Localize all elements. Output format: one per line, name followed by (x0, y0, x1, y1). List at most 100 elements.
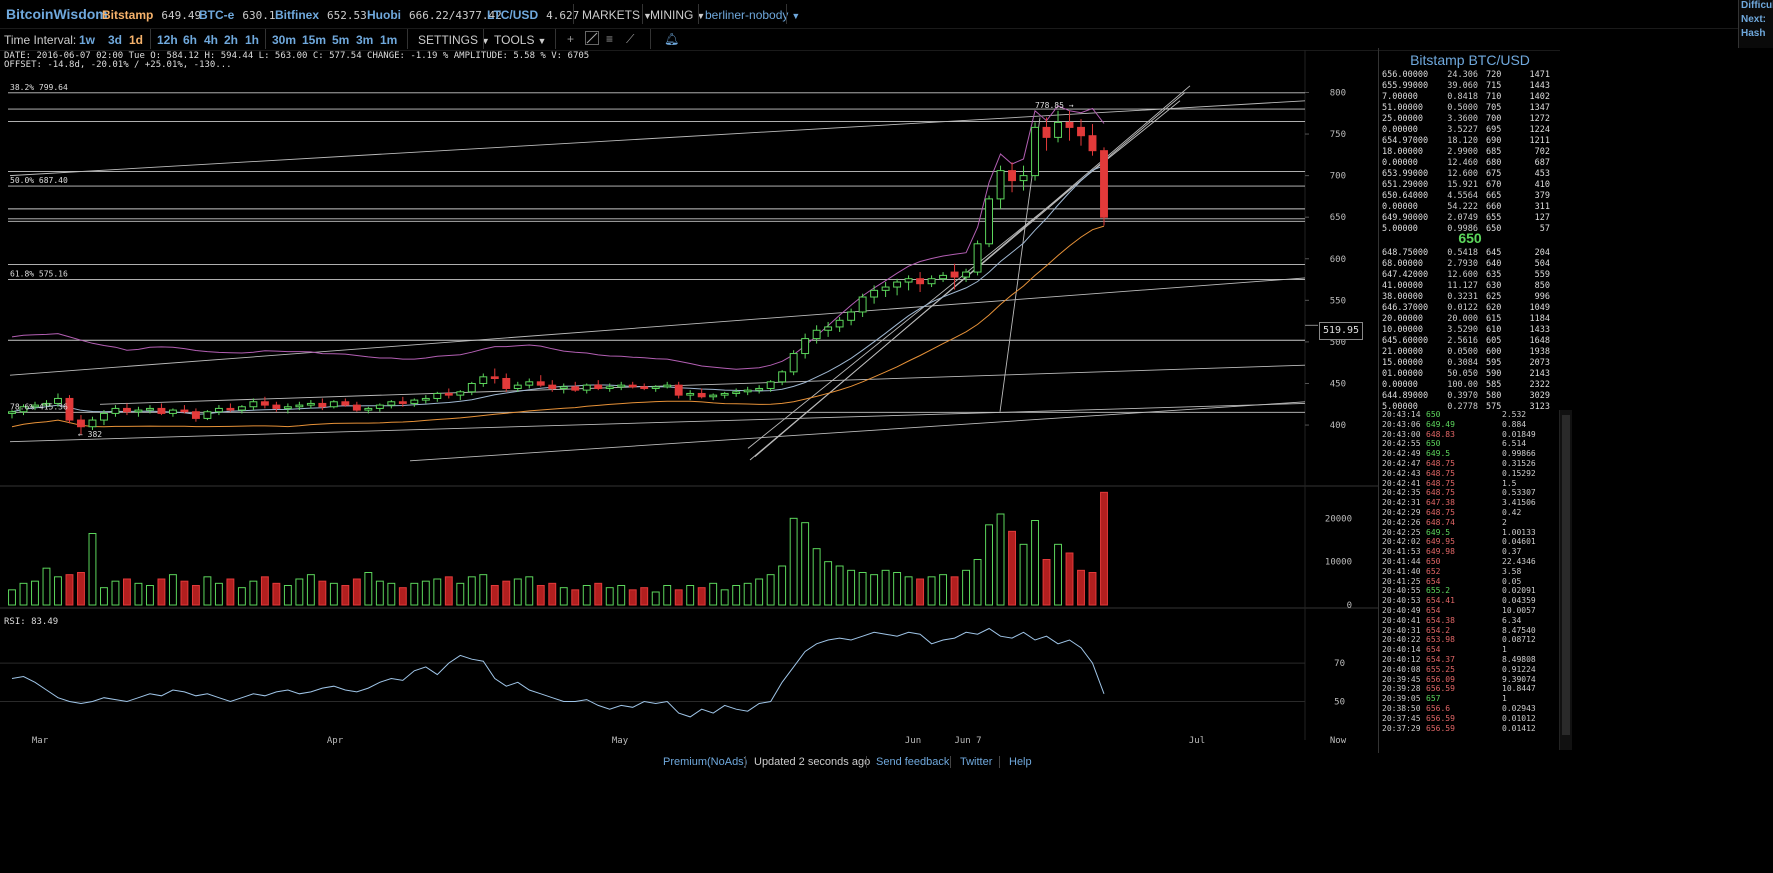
trade-amount: 6.514 (1502, 439, 1527, 449)
trade-amount: 0.02943 (1502, 703, 1536, 713)
update-status: Updated 2 seconds ago (754, 756, 871, 768)
trade-price: 648.75 (1426, 468, 1455, 478)
trade-amount: 8.49808 (1502, 654, 1536, 664)
interval-2h[interactable]: 2h (224, 33, 239, 47)
ask-cell: 410 (1534, 180, 1550, 190)
interval-1d[interactable]: 1d (129, 33, 144, 47)
alert-bell-icon[interactable]: 🔔︎ (664, 32, 680, 46)
candle-body (352, 404, 361, 411)
bid-cell: 2322 (1529, 380, 1550, 390)
ask-cell: 379 (1534, 191, 1550, 201)
interval-6h[interactable]: 6h (183, 33, 198, 47)
ask-cell: 127 (1534, 213, 1550, 223)
volume-bar (582, 585, 591, 606)
trade-amount: 0.91224 (1502, 664, 1536, 674)
interval-1w[interactable]: 1w (79, 33, 96, 47)
trade-row: 20:40:22 653.98 0.08712 (1382, 635, 1558, 645)
candle-body (548, 384, 557, 389)
send-feedback-link[interactable]: Send feedback (876, 756, 950, 768)
ticker-bitstamp[interactable]: Bitstamp 649.49 (102, 8, 201, 22)
bid-row: 644.89000 0.3970 580 3029 (1382, 391, 1558, 402)
trade-amount: 3.41506 (1502, 498, 1536, 508)
trade-amount: 2.532 (1502, 410, 1527, 419)
candle-body (1031, 126, 1039, 177)
bid-cell: 640 (1486, 259, 1502, 269)
ticker-huobi[interactable]: Huobi 666.22/4377.42 (367, 8, 502, 22)
trade-price: 657 (1426, 694, 1441, 704)
trades-scrollbar[interactable] (1559, 410, 1572, 750)
markets-menu[interactable]: MARKETS ▼ (582, 8, 652, 22)
interval-3d[interactable]: 3d (108, 33, 123, 47)
volume-bar (467, 576, 476, 606)
interval-30m[interactable]: 30m (272, 33, 297, 47)
tools-menu[interactable]: TOOLS ▼ (494, 33, 546, 47)
volume-bar (628, 589, 637, 606)
candle-body (145, 407, 154, 411)
volume-bar (651, 591, 660, 606)
volume-bar (283, 585, 292, 606)
interval-15m[interactable]: 15m (302, 33, 327, 47)
ticker-btce[interactable]: BTC-e 630.1 (199, 8, 275, 22)
candle-body (1042, 126, 1051, 138)
ask-cell: 695 (1486, 125, 1502, 135)
divider (650, 29, 651, 49)
bid-cell: 10.00000 (1382, 325, 1423, 335)
bid-cell: 12.600 (1447, 270, 1478, 280)
volume-bar (341, 585, 350, 606)
volume-bar (985, 524, 994, 606)
ask-cell: 690 (1486, 136, 1502, 146)
ticker-name: Bitstamp (102, 8, 154, 22)
orderbook: 656.00000 24.306 720 1471 655.99000 39.060 715… (1382, 70, 1558, 235)
orderbook-title: Bitstamp BTC/USD (1410, 52, 1530, 68)
crosshair-icon[interactable]: + (567, 32, 575, 46)
user-menu[interactable]: berliner-nobody ▼ (705, 8, 800, 22)
interval-1m[interactable]: 1m (380, 33, 398, 47)
trade-amount: 0.99866 (1502, 449, 1536, 459)
fib-tool-icon[interactable]: ⟋ (626, 32, 635, 46)
candle-body (249, 401, 258, 408)
ask-cell: 24.306 (1447, 70, 1478, 80)
volume-bar (617, 585, 626, 606)
scrollbar-thumb[interactable] (1562, 415, 1570, 735)
interval-5m[interactable]: 5m (332, 33, 350, 47)
line-tool-icon[interactable] (585, 31, 599, 45)
trade-price: 654.37 (1426, 654, 1455, 664)
ask-row: 651.29000 15.921 670 410 (1382, 180, 1558, 191)
bid-cell: 590 (1486, 369, 1502, 379)
ticker-ltcusd[interactable]: LTC/USD 4.627 (487, 8, 579, 22)
twitter-link[interactable]: Twitter (960, 756, 993, 768)
trade-time: 20:42:02 (1382, 537, 1421, 547)
trade-row: 20:40:12 654.37 8.49808 (1382, 655, 1558, 665)
horizontal-lines-icon[interactable]: ≡ (606, 32, 614, 46)
ask-row: 7.00000 0.8418 710 1402 (1382, 92, 1558, 103)
interval-1h[interactable]: 1h (245, 33, 260, 47)
bid-cell: 3123 (1529, 402, 1550, 412)
ticker-bitfinex[interactable]: Bitfinex 652.53 (275, 8, 367, 22)
help-link[interactable]: Help (1009, 756, 1032, 768)
bid-cell: 504 (1534, 259, 1550, 269)
bid-cell: 1184 (1529, 314, 1550, 324)
candle-body (640, 386, 649, 389)
bid-cell: 850 (1534, 281, 1550, 291)
candle-body (100, 412, 108, 421)
trade-history[interactable]: 20:43:14 650 2.532 20:43:06 649.49 0.884 20:43… (1382, 410, 1558, 750)
price-chart[interactable]: 400 450 500 550 600 650 700 750 800 0 10000 20000 50… (0, 50, 1378, 750)
settings-menu[interactable]: SETTINGS ▼ (418, 33, 490, 47)
volume-bar (203, 576, 212, 606)
footer: Premium(NoAds) Updated 2 seconds ago Sen… (0, 753, 1773, 773)
trade-row: 20:41:53 649.98 0.37 (1382, 547, 1558, 557)
annotations: 38.2% 799.64 50.0% 687.40 61.8% 575.16 78.6… (10, 83, 1074, 439)
price-tick-label: 750 (1330, 130, 1346, 140)
premium-link[interactable]: Premium(NoAds) (663, 756, 748, 768)
interval-4h[interactable]: 4h (204, 33, 219, 47)
volume-bar (214, 582, 223, 606)
interval-12h[interactable]: 12h (157, 33, 178, 47)
bid-cell: 50.050 (1447, 369, 1478, 379)
app-logo[interactable]: BitcoinWisdom (6, 6, 108, 22)
trade-amount: 0.31526 (1502, 458, 1536, 468)
mining-menu[interactable]: MINING ▼ (650, 8, 705, 22)
interval-3m[interactable]: 3m (356, 33, 374, 47)
candle-body (628, 384, 637, 388)
ask-cell: 685 (1486, 147, 1502, 157)
volume-bar (65, 574, 74, 606)
